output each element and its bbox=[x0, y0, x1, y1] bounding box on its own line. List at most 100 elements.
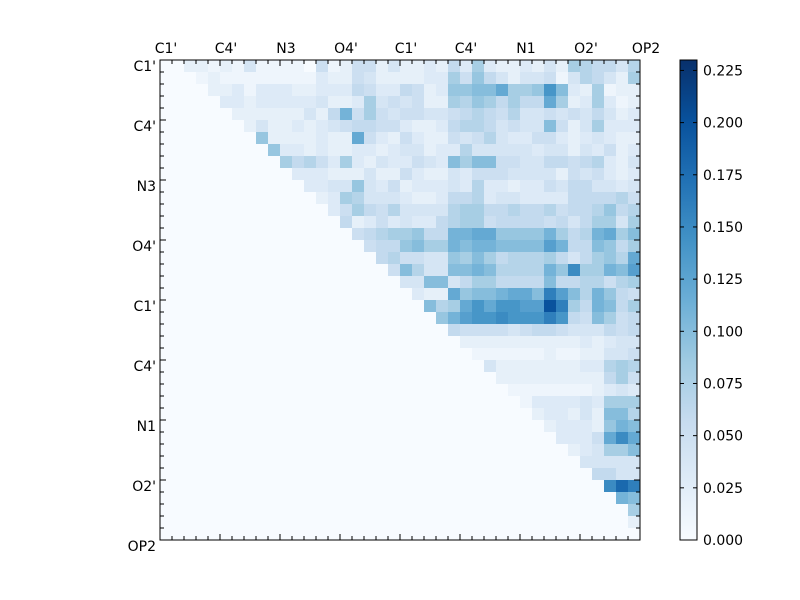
heatmap-cell bbox=[196, 240, 209, 253]
heatmap-cell bbox=[220, 312, 233, 325]
heatmap-cell bbox=[304, 480, 317, 493]
heatmap-cell bbox=[472, 156, 485, 169]
heatmap-cell bbox=[424, 180, 437, 193]
heatmap-cell bbox=[388, 420, 401, 433]
heatmap-cell bbox=[604, 192, 617, 205]
axis-ticks bbox=[160, 60, 640, 540]
heatmap-cell bbox=[556, 408, 569, 421]
heatmap-cell bbox=[448, 324, 461, 337]
heatmap-cell bbox=[280, 300, 293, 313]
heatmap-cell bbox=[256, 240, 269, 253]
heatmap-cell bbox=[184, 108, 197, 121]
heatmap-cell bbox=[580, 528, 593, 541]
heatmap-cell bbox=[484, 492, 497, 505]
heatmap-cell bbox=[172, 108, 185, 121]
heatmap-cell bbox=[460, 132, 473, 145]
heatmap-cell bbox=[376, 168, 389, 181]
heatmap-cell bbox=[256, 396, 269, 409]
heatmap-cell bbox=[580, 456, 593, 469]
heatmap-cell bbox=[400, 180, 413, 193]
heatmap-cell bbox=[448, 180, 461, 193]
heatmap-cell bbox=[628, 396, 641, 409]
heatmap-cell bbox=[172, 348, 185, 361]
heatmap-cell bbox=[316, 420, 329, 433]
heatmap-cell bbox=[292, 168, 305, 181]
heatmap-cell bbox=[604, 456, 617, 469]
heatmap-cell bbox=[436, 276, 449, 289]
heatmap-cell bbox=[280, 408, 293, 421]
heatmap-cell bbox=[532, 492, 545, 505]
heatmap-cell bbox=[244, 372, 257, 385]
heatmap-cell bbox=[256, 516, 269, 529]
heatmap-cell bbox=[184, 168, 197, 181]
heatmap-cell bbox=[616, 360, 629, 373]
heatmap-cell bbox=[604, 348, 617, 361]
heatmap-cell bbox=[592, 144, 605, 157]
heatmap-cell bbox=[472, 288, 485, 301]
heatmap-cell bbox=[316, 228, 329, 241]
heatmap-cell bbox=[376, 288, 389, 301]
heatmap-cell bbox=[316, 60, 329, 73]
heatmap-cell bbox=[160, 408, 173, 421]
heatmap-cell bbox=[436, 492, 449, 505]
heatmap-cell bbox=[460, 468, 473, 481]
heatmap-cell bbox=[628, 504, 641, 517]
heatmap-cell bbox=[280, 336, 293, 349]
heatmap-cell bbox=[400, 516, 413, 529]
heatmap-cell bbox=[244, 348, 257, 361]
heatmap-cell bbox=[448, 264, 461, 277]
heatmap-cell bbox=[292, 288, 305, 301]
heatmap-cell bbox=[244, 168, 257, 181]
heatmap-cell bbox=[544, 420, 557, 433]
heatmap-cell bbox=[424, 132, 437, 145]
heatmap-cell bbox=[328, 96, 341, 109]
heatmap-cell bbox=[256, 72, 269, 85]
heatmap-cell bbox=[604, 408, 617, 421]
heatmap-cell bbox=[172, 432, 185, 445]
heatmap-cell bbox=[592, 300, 605, 313]
heatmap-cell bbox=[376, 420, 389, 433]
heatmap-cell bbox=[388, 228, 401, 241]
heatmap-cell bbox=[412, 468, 425, 481]
heatmap-cell bbox=[472, 216, 485, 229]
heatmap-cell bbox=[568, 420, 581, 433]
heatmap-cell bbox=[280, 60, 293, 73]
heatmap-cell bbox=[532, 396, 545, 409]
heatmap-cell bbox=[352, 108, 365, 121]
heatmap-cell bbox=[424, 360, 437, 373]
heatmap-cell bbox=[304, 276, 317, 289]
heatmap-cell bbox=[232, 456, 245, 469]
heatmap-cell bbox=[172, 492, 185, 505]
heatmap-cell bbox=[556, 528, 569, 541]
heatmap-cell bbox=[364, 168, 377, 181]
heatmap-cell bbox=[568, 456, 581, 469]
y-tick-label: OP2 bbox=[128, 539, 156, 555]
heatmap-cell bbox=[520, 360, 533, 373]
heatmap-cell bbox=[568, 360, 581, 373]
heatmap-cell bbox=[184, 468, 197, 481]
heatmap-cell bbox=[616, 312, 629, 325]
heatmap-cell bbox=[508, 468, 521, 481]
heatmap-cell bbox=[388, 360, 401, 373]
heatmap-cell bbox=[244, 108, 257, 121]
heatmap-cell bbox=[280, 384, 293, 397]
heatmap-cell bbox=[388, 108, 401, 121]
heatmap-cell bbox=[580, 336, 593, 349]
heatmap-cell bbox=[496, 444, 509, 457]
heatmap-cell bbox=[616, 192, 629, 205]
heatmap-cell bbox=[604, 300, 617, 313]
heatmap-cell bbox=[580, 228, 593, 241]
heatmap-cell bbox=[352, 132, 365, 145]
heatmap-cell bbox=[496, 420, 509, 433]
heatmap-cell bbox=[244, 60, 257, 73]
heatmap-cell bbox=[508, 336, 521, 349]
heatmap-cell bbox=[628, 468, 641, 481]
heatmap-cell bbox=[280, 312, 293, 325]
heatmap-cell bbox=[544, 180, 557, 193]
heatmap-cell bbox=[400, 288, 413, 301]
heatmap-cell bbox=[580, 408, 593, 421]
heatmap-cell bbox=[280, 276, 293, 289]
heatmap-cell bbox=[172, 480, 185, 493]
heatmap-cell bbox=[280, 192, 293, 205]
heatmap-cell bbox=[328, 168, 341, 181]
